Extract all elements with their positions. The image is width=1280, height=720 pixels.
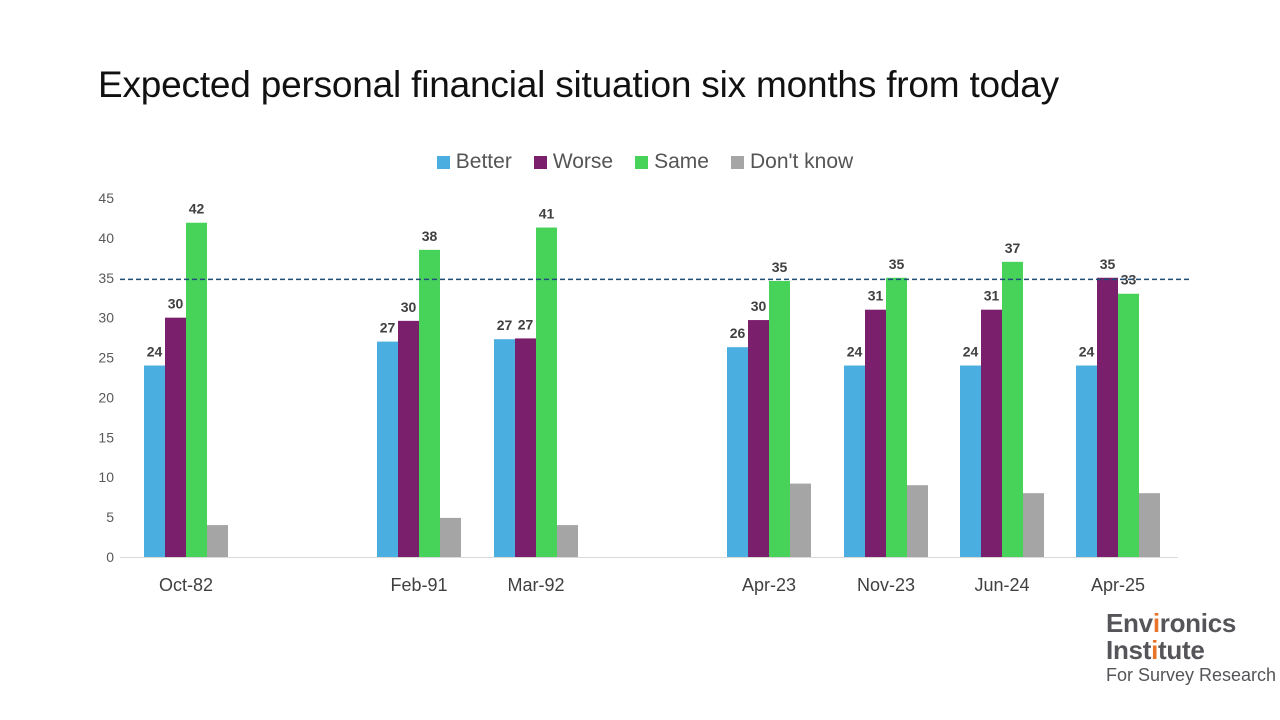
bar xyxy=(377,341,398,557)
y-tick-label: 15 xyxy=(98,429,114,445)
bar xyxy=(748,320,769,557)
x-tick-label: Apr-25 xyxy=(1091,575,1145,595)
legend-swatch-dont-know xyxy=(730,155,744,169)
x-tick-label: Feb-91 xyxy=(390,575,447,595)
bar xyxy=(536,227,557,558)
x-tick-label: Apr-23 xyxy=(742,575,796,595)
data-label: 27 xyxy=(497,317,513,333)
bar xyxy=(419,249,440,557)
bar xyxy=(981,309,1002,557)
bar xyxy=(494,339,515,557)
bar xyxy=(907,485,928,557)
legend-swatch-better xyxy=(436,155,450,169)
y-tick-label: 30 xyxy=(98,310,114,326)
bar xyxy=(557,525,578,557)
data-label: 35 xyxy=(772,259,788,275)
data-label: 41 xyxy=(539,206,555,222)
legend-label-better: Better xyxy=(455,150,512,173)
bar xyxy=(769,280,790,557)
y-tick-label: 40 xyxy=(98,230,114,246)
data-label: 24 xyxy=(147,344,163,360)
y-tick-label: 5 xyxy=(106,509,114,525)
legend-swatch-same xyxy=(635,155,649,169)
bar xyxy=(1118,293,1139,557)
data-label: 27 xyxy=(380,320,396,336)
bar xyxy=(440,517,461,557)
x-tick-label: Oct-82 xyxy=(159,575,213,595)
data-label: 37 xyxy=(1005,240,1021,256)
bar xyxy=(1139,493,1160,557)
chart-legend: Better Worse Same Don't know xyxy=(0,150,1280,174)
logo-line-3: For Survey Research xyxy=(1106,665,1277,685)
legend-label-dont-know: Don't know xyxy=(749,150,854,173)
data-label: 26 xyxy=(730,325,746,341)
bar xyxy=(1097,277,1118,557)
data-label: 38 xyxy=(422,228,438,244)
data-label: 27 xyxy=(518,316,534,332)
bar xyxy=(727,347,748,557)
legend-label-same: Same xyxy=(654,150,709,173)
legend-swatch-worse xyxy=(533,155,547,169)
data-label: 35 xyxy=(1100,256,1116,272)
bar xyxy=(144,365,165,557)
data-label: 30 xyxy=(168,296,184,312)
x-tick-label: Mar-92 xyxy=(507,575,564,595)
data-label: 31 xyxy=(868,288,884,304)
data-label: 30 xyxy=(751,298,767,314)
legend-item-worse: Worse xyxy=(533,150,614,174)
bar xyxy=(1076,365,1097,557)
bar xyxy=(960,365,981,557)
data-label: 31 xyxy=(984,288,1000,304)
data-label: 24 xyxy=(1079,344,1095,360)
bar xyxy=(186,222,207,557)
legend-item-same: Same xyxy=(635,150,709,174)
y-tick-label: 10 xyxy=(98,469,114,485)
data-label: 42 xyxy=(189,201,205,217)
environics-logo: Environics Institute For Survey Research xyxy=(1106,610,1276,686)
legend-label-worse: Worse xyxy=(552,150,614,173)
y-tick-label: 0 xyxy=(106,549,114,565)
data-label: 30 xyxy=(401,299,417,315)
y-tick-label: 45 xyxy=(98,190,114,206)
data-label: 35 xyxy=(889,256,905,272)
chart-title: Expected personal financial situation si… xyxy=(98,64,1059,105)
logo-line-1: Environics xyxy=(1106,608,1237,638)
x-tick-label: Nov-23 xyxy=(857,575,915,595)
bar xyxy=(207,525,228,557)
bar xyxy=(398,320,419,557)
logo-line-2: Institute xyxy=(1106,635,1205,665)
bar xyxy=(165,317,186,557)
bar xyxy=(1002,261,1023,557)
bar xyxy=(865,309,886,557)
bar xyxy=(515,338,536,557)
legend-item-better: Better xyxy=(436,150,512,174)
bar xyxy=(790,483,811,557)
y-tick-label: 35 xyxy=(98,270,114,286)
y-tick-label: 25 xyxy=(98,350,114,366)
legend-item-dont-know: Don't know xyxy=(730,150,854,174)
bar xyxy=(1023,493,1044,557)
data-label: 24 xyxy=(847,344,863,360)
x-tick-label: Jun-24 xyxy=(974,575,1029,595)
y-tick-label: 20 xyxy=(98,389,114,405)
bar xyxy=(844,365,865,557)
data-label: 24 xyxy=(963,344,979,360)
bar xyxy=(886,277,907,557)
